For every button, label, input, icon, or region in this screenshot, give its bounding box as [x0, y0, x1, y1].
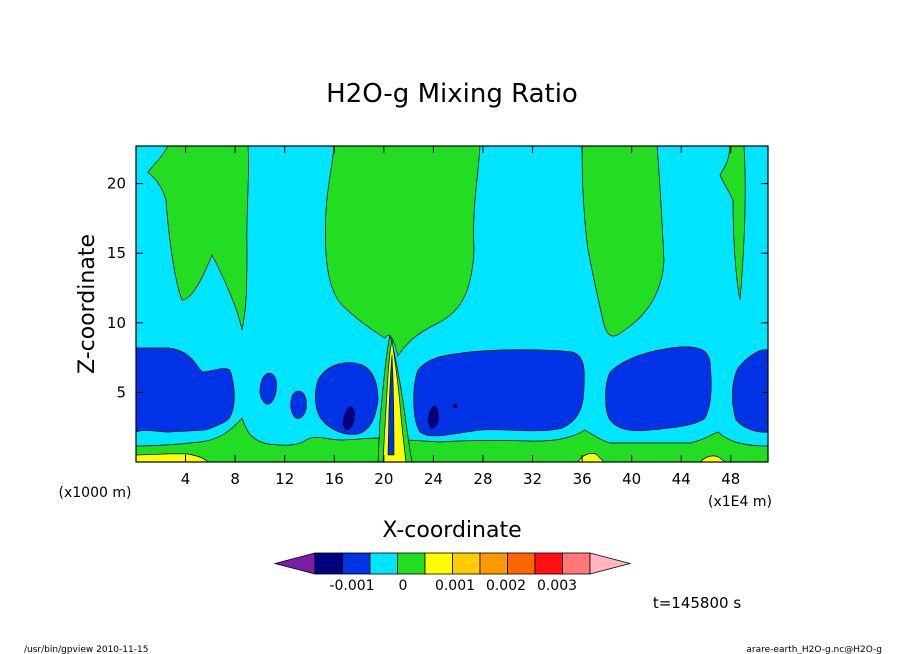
- x-tick-label: 4: [181, 470, 191, 488]
- contour-min-dot: [452, 403, 458, 409]
- colorbar-swatch: [342, 552, 371, 575]
- footer-right: arare-earth_H2O-g.nc@H2O-g: [746, 645, 882, 654]
- plot-frame: [135, 145, 769, 463]
- contour-min-pocket-2: [427, 405, 439, 429]
- x-tick-label: 8: [230, 470, 240, 488]
- contour-min-pocket-1: [342, 406, 355, 431]
- y-axis: 5 10 15 20: [107, 175, 768, 401]
- colorbar-swatch: [562, 552, 591, 575]
- colorbar-label: 0.003: [537, 578, 577, 594]
- colorbar-swatch: [424, 552, 453, 575]
- x-tick-label: 28: [473, 470, 492, 488]
- y-tick-label: 20: [107, 175, 126, 193]
- x-tick-label: 12: [275, 470, 294, 488]
- colorbar-swatch: [314, 552, 343, 575]
- x-axis: 4 8 12 16 20 24 28 32 36 40 44 48: [181, 146, 740, 488]
- colorbar-over-arrow: [589, 552, 632, 575]
- contour-moist-band: [135, 346, 769, 437]
- colorbar-label: 0.002: [486, 578, 526, 594]
- contour-dry-band: [135, 417, 769, 463]
- y-tick-label: 10: [107, 314, 126, 332]
- contour-dry-column-4: [719, 145, 746, 301]
- colorbar-label: 0.001: [435, 578, 475, 594]
- y-tick-label: 15: [107, 244, 126, 262]
- colorbar-swatch: [452, 552, 481, 575]
- x-tick-label: 48: [721, 470, 740, 488]
- contour-dry-column-2: [325, 145, 481, 357]
- x-tick-label: 40: [622, 470, 641, 488]
- colorbar-label: -0.001: [329, 578, 374, 594]
- plot-area: [135, 145, 769, 463]
- y-tick-label: 5: [116, 383, 126, 401]
- x-tick-label: 20: [374, 470, 393, 488]
- footer-left: /usr/bin/gpview 2010-11-15: [24, 645, 148, 654]
- x-unit-right: (x1E4 m): [708, 494, 772, 510]
- x-tick-label: 32: [523, 470, 542, 488]
- chart-title: H2O-g Mixing Ratio: [326, 79, 578, 109]
- colorbar-under-arrow: [273, 552, 316, 575]
- x-tick-label: 24: [424, 470, 443, 488]
- contour-dry-column-3: [581, 145, 665, 337]
- contour-dry-column-1: [147, 145, 249, 331]
- x-unit-left: (x1000 m): [59, 485, 132, 501]
- x-tick-label: 36: [573, 470, 592, 488]
- colorbar-label: 0: [399, 578, 408, 594]
- time-label: t=145800 s: [653, 594, 741, 612]
- contour-plume-streak: [387, 354, 395, 456]
- y-axis-label: Z-coordinate: [75, 234, 100, 374]
- colorbar-swatch: [369, 552, 398, 575]
- colorbar: -0.001 0 0.001 0.002 0.003: [273, 552, 632, 594]
- colorbar-swatch: [479, 552, 508, 575]
- colorbar-swatch: [397, 552, 426, 575]
- x-tick-label: 16: [325, 470, 344, 488]
- colorbar-swatch: [534, 552, 563, 575]
- x-axis-label: X-coordinate: [382, 518, 521, 543]
- x-tick-label: 44: [672, 470, 691, 488]
- colorbar-swatch: [507, 552, 536, 575]
